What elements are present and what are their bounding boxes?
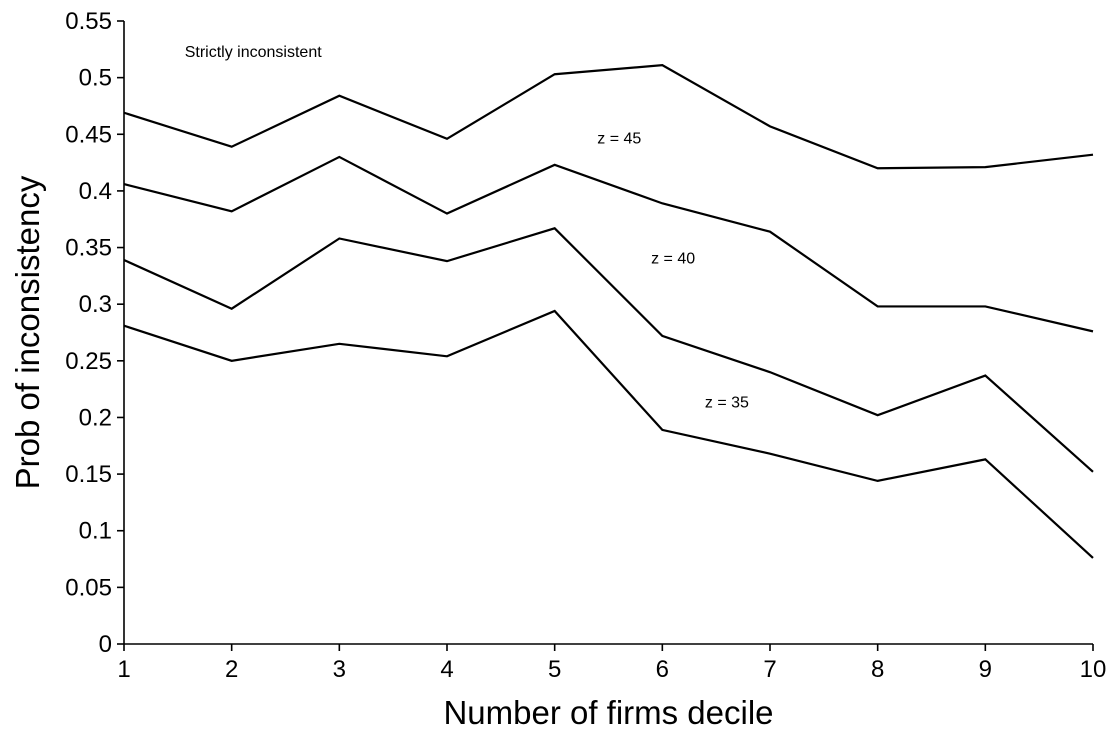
- axes: [123, 21, 1093, 645]
- y-tick-label: 0.4: [79, 178, 112, 205]
- y-axis-title: Prob of inconsistency: [9, 175, 46, 489]
- y-tick-label: 0.5: [79, 65, 112, 92]
- series-group: [123, 64, 1094, 559]
- x-tick-label: 6: [656, 656, 669, 683]
- y-tick-label: 0.45: [65, 121, 112, 148]
- y-tick-label: 0.1: [79, 518, 112, 545]
- annotations: Strictly inconsistent z = 45 z = 40 z = 35: [185, 44, 749, 411]
- annotation-label: z = 35: [705, 394, 749, 411]
- y-tick-label: 0.3: [79, 291, 112, 318]
- series-line-4: [123, 309, 1094, 559]
- x-tick-label: 9: [979, 656, 992, 683]
- y-tick-label: 0.25: [65, 348, 112, 375]
- x-tick-label: 8: [871, 656, 884, 683]
- annotation-label: Strictly inconsistent: [185, 44, 322, 61]
- y-tick-label: 0.05: [65, 574, 112, 601]
- annotation-label: z = 40: [651, 250, 695, 267]
- y-ticks: 0 0.05 0.1 0.15 0.2 0.25 0.3 0.35 0.4 0.45 0.5 0.55: [65, 8, 124, 658]
- x-tick-label: 7: [763, 656, 776, 683]
- y-tick-label: 0.15: [65, 461, 112, 488]
- y-tick-label: 0: [99, 631, 112, 658]
- x-tick-label: 5: [548, 656, 561, 683]
- x-axis-title: Number of firms decile: [443, 694, 773, 731]
- x-tick-label: 1: [117, 656, 130, 683]
- y-tick-label: 0.2: [79, 404, 112, 431]
- series-line-3: [123, 227, 1094, 473]
- series-line-2: [123, 155, 1094, 333]
- annotation-label: z = 45: [597, 130, 641, 147]
- x-tick-label: 10: [1080, 656, 1107, 683]
- x-tick-label: 3: [333, 656, 346, 683]
- x-ticks: 1 2 3 4 5 6 7 8 9 10: [117, 644, 1106, 683]
- series-line-1: [123, 64, 1094, 170]
- y-tick-label: 0.55: [65, 8, 112, 35]
- x-tick-label: 4: [440, 656, 453, 683]
- y-tick-label: 0.35: [65, 235, 112, 262]
- x-tick-label: 2: [225, 656, 238, 683]
